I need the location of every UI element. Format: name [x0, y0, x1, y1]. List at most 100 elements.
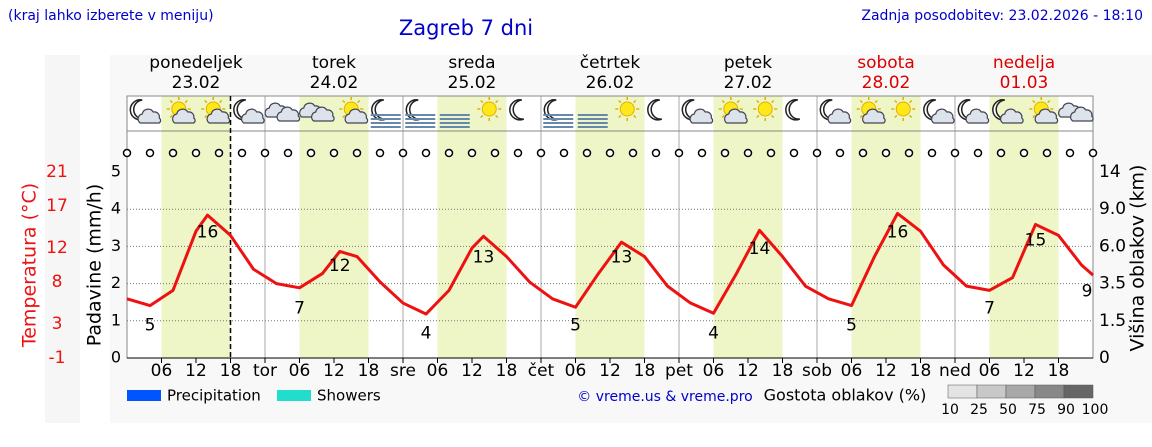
cloud-legend-title: Gostota oblakov (%) — [764, 386, 927, 405]
x-tick-label: 18 — [772, 361, 794, 381]
x-tick-label: tor — [253, 361, 277, 381]
wind-calm — [444, 148, 454, 158]
y2-tick-label: 17 — [46, 196, 68, 216]
x-tick-label: 12 — [1013, 361, 1035, 381]
y-tick-label: 0 — [111, 348, 121, 367]
sun-ray — [1032, 114, 1036, 119]
day-date: 23.02 — [172, 73, 221, 93]
day-name: petek — [724, 53, 772, 73]
day-band — [989, 96, 1059, 358]
cloud-swatch — [976, 384, 1007, 399]
y2-tick-label: -1 — [49, 348, 66, 368]
temperature-line — [126, 211, 1094, 316]
legend-label: Showers — [317, 387, 381, 405]
moon — [785, 99, 801, 121]
cloud-swatch — [1034, 384, 1065, 399]
y3-tick-label: 9.0 — [1099, 199, 1126, 219]
x-tick-label: 12 — [875, 361, 897, 381]
y2-tick-label: 8 — [52, 272, 63, 292]
temp-label: 12 — [329, 256, 351, 276]
sun-ray — [771, 114, 775, 119]
sun-ray — [342, 99, 346, 104]
day-date: 26.02 — [586, 73, 635, 93]
temp-label: 16 — [887, 222, 909, 242]
sun-ray — [618, 99, 622, 104]
day-date: 01.03 — [1000, 73, 1049, 93]
cloud — [931, 108, 955, 124]
sun-ray — [219, 99, 223, 104]
wind-calm — [605, 148, 615, 158]
wind-calm — [168, 148, 178, 158]
sun-ray — [204, 99, 208, 104]
wind-calm — [720, 148, 730, 158]
cloud — [724, 108, 748, 124]
cloud-swatch — [1005, 384, 1036, 399]
sun-ray — [909, 114, 913, 119]
cloud — [344, 108, 369, 124]
wind-calm — [490, 148, 500, 158]
sun-ray — [859, 114, 863, 119]
temp-label: 16 — [197, 222, 219, 242]
moon — [509, 99, 525, 121]
cloud-level: 75 — [1028, 402, 1046, 418]
x-tick-label: 06 — [565, 361, 587, 381]
legend-swatch — [127, 390, 161, 401]
sun-ray — [894, 99, 898, 104]
day-band — [713, 96, 783, 358]
wind-calm — [812, 148, 822, 158]
sun-ray — [771, 99, 775, 104]
wind-calm — [697, 148, 707, 158]
wind-calm — [628, 148, 638, 158]
temp-label: 9 — [1082, 281, 1093, 301]
sun-ray — [480, 99, 484, 104]
cloud-swatch — [947, 384, 978, 399]
wind-calm — [743, 148, 753, 158]
x-tick-label: 06 — [289, 361, 311, 381]
day-date: 24.02 — [310, 73, 359, 93]
y-tick-label: 4 — [111, 199, 121, 218]
cloud — [862, 108, 886, 124]
y2-tick-label: 21 — [46, 162, 68, 182]
sun-ray — [169, 99, 173, 104]
y-tick-label: 5 — [111, 162, 121, 181]
day-band — [437, 96, 507, 358]
cloud — [965, 108, 990, 124]
x-tick-label: 06 — [427, 361, 449, 381]
day-date: 27.02 — [724, 73, 773, 93]
temp-label: 13 — [473, 248, 495, 268]
x-tick-label: 12 — [599, 361, 621, 381]
cloud — [689, 108, 714, 124]
temp-label: 15 — [1025, 231, 1047, 251]
wind-calm — [973, 148, 983, 158]
y3-tick-label: 0 — [1099, 348, 1110, 368]
sun — [895, 101, 911, 117]
x-tick-label: 18 — [634, 361, 656, 381]
cloud — [1000, 108, 1024, 124]
day-name: sreda — [448, 53, 495, 73]
temp-label: 7 — [294, 298, 305, 318]
wind-calm — [375, 148, 385, 158]
left-panel — [45, 55, 80, 423]
y-tick-label: 3 — [111, 236, 121, 255]
sun-ray — [909, 99, 913, 104]
wind-calm — [559, 148, 569, 158]
sun-ray — [169, 114, 173, 119]
day-date: 28.02 — [862, 73, 911, 93]
wind-calm — [789, 148, 799, 158]
wind-calm — [352, 148, 362, 158]
day-name: ponedeljek — [149, 53, 243, 73]
wind-calm — [536, 148, 546, 158]
x-tick-label: 06 — [841, 361, 863, 381]
y2-label: Temperatura (°C) — [19, 183, 41, 348]
x-tick-label: 12 — [185, 361, 207, 381]
day-band — [851, 96, 921, 358]
cloud — [241, 108, 265, 124]
wind-calm — [329, 148, 339, 158]
wind-calm — [835, 148, 845, 158]
x-tick-label: 06 — [703, 361, 725, 381]
sun-ray — [874, 99, 878, 104]
y-tick-label: 2 — [111, 273, 121, 292]
wind-calm — [306, 148, 316, 158]
x-tick-label: 06 — [151, 361, 173, 381]
